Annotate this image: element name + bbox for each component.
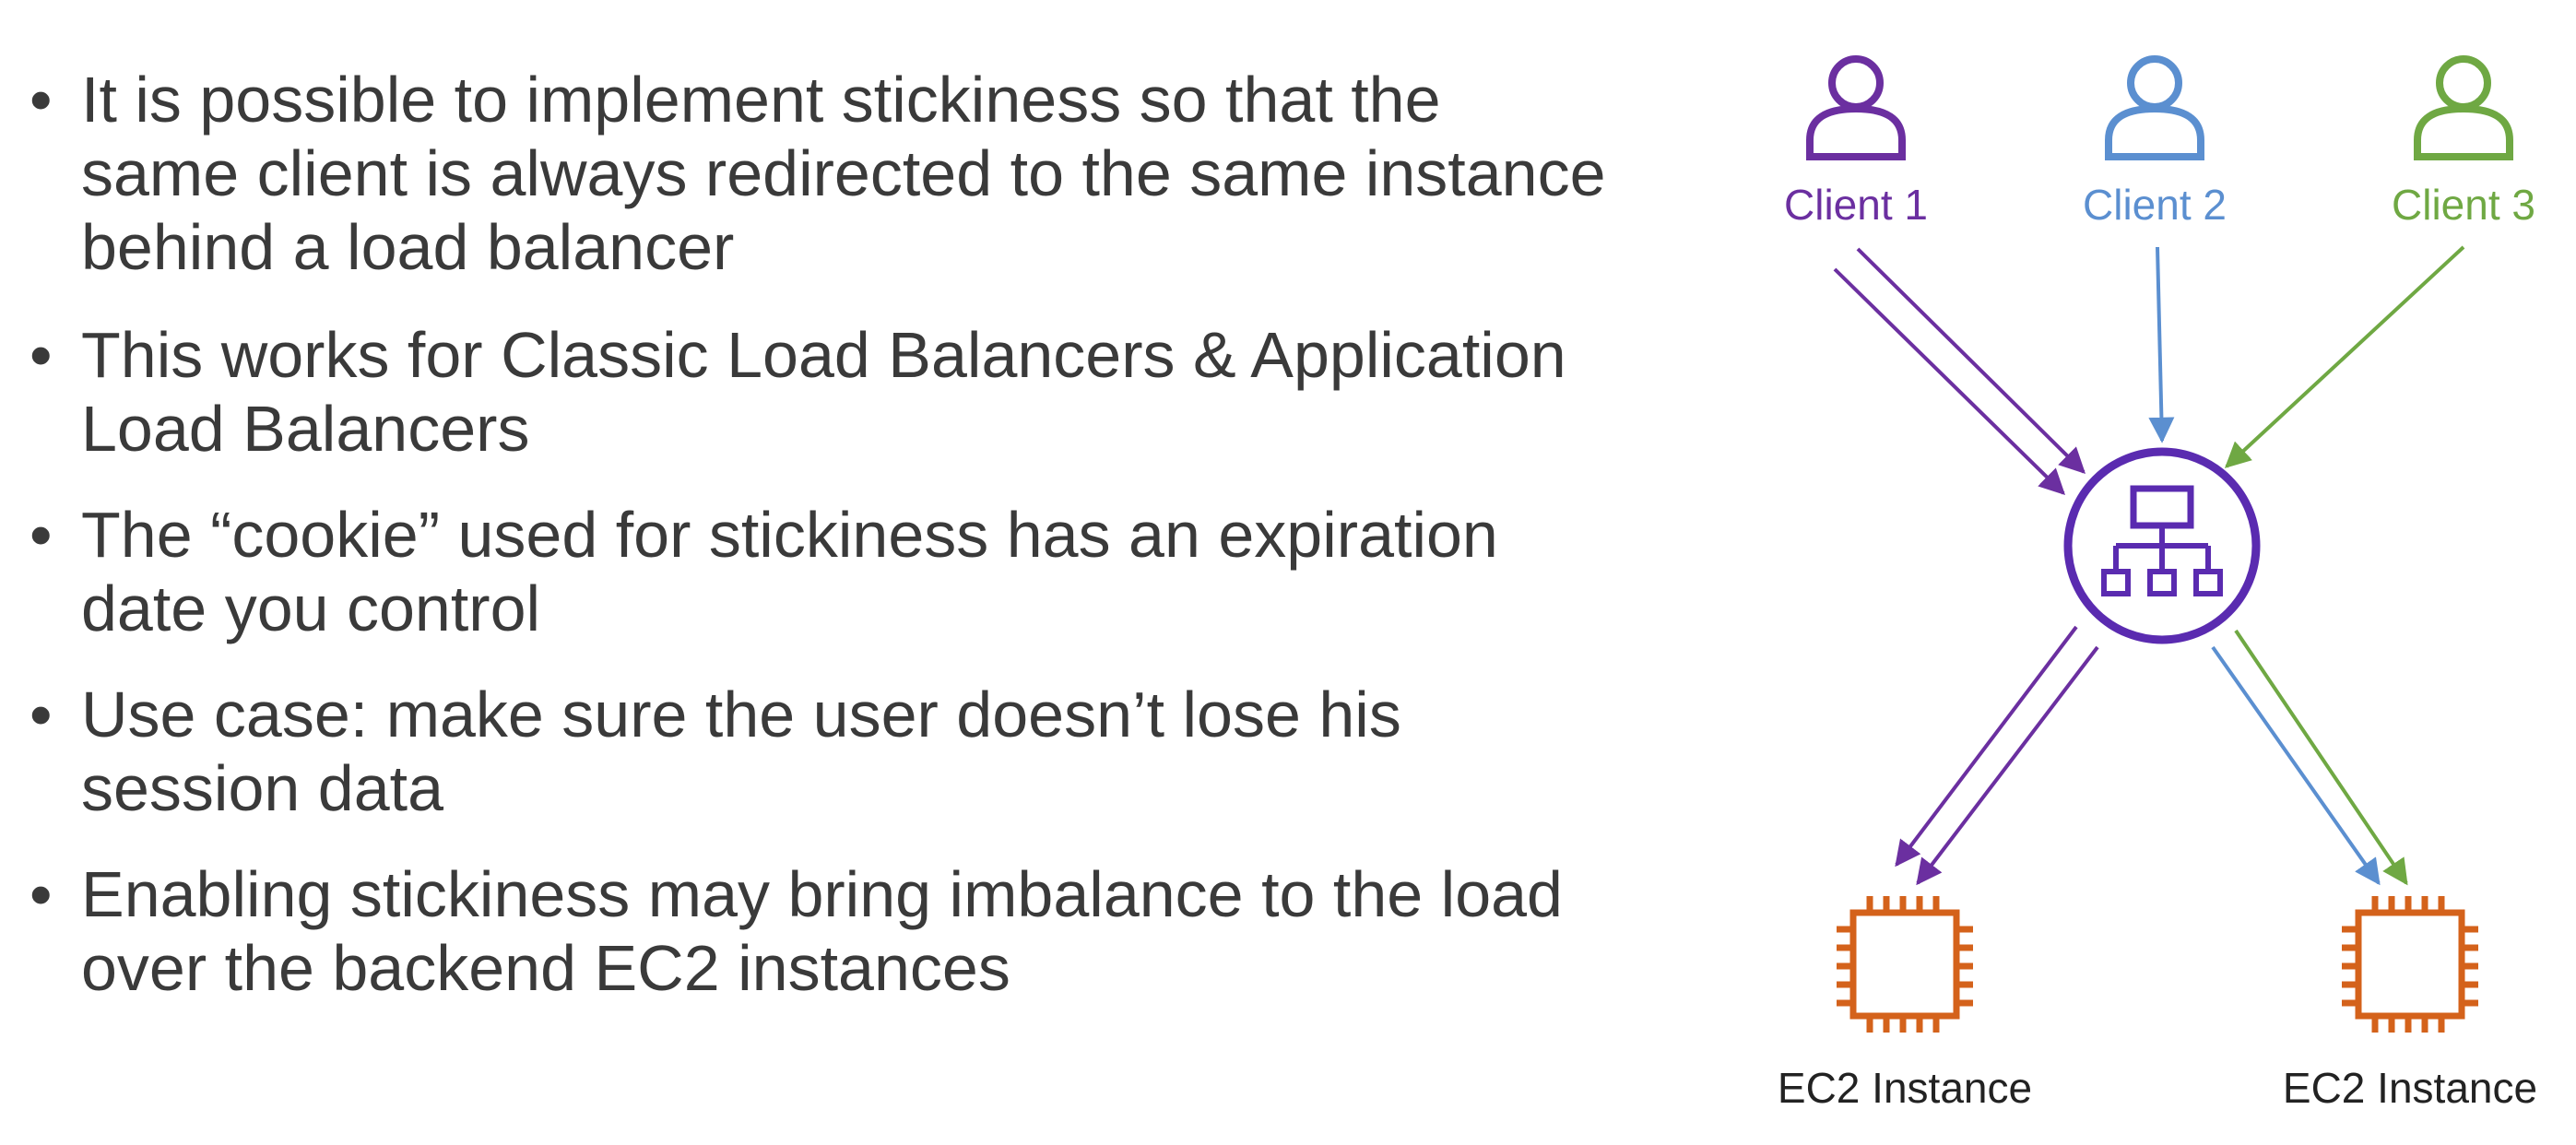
ec2-chip-icon	[2342, 896, 2478, 1033]
arrow-client1-to-lb-b	[1856, 247, 2086, 474]
bullet-dot: •	[30, 858, 53, 930]
client-1: Client 1	[1784, 55, 1928, 229]
stickiness-diagram: Client 1 Client 2 Client 3	[1706, 0, 2576, 1145]
bullet-text: Use case: make sure the user doesn’t los…	[81, 679, 1401, 824]
arrow-lb-to-ec2-left-b	[1916, 645, 2099, 886]
ec2-chip-icon	[1837, 896, 1973, 1033]
arrow-lb-to-ec2-right-blue	[2211, 645, 2381, 886]
client-1-label: Client 1	[1784, 181, 1928, 229]
bullet-text: Enabling stickiness may bring imbalance …	[81, 858, 1563, 1004]
client-2-label: Client 2	[2083, 181, 2227, 229]
user-icon	[2414, 55, 2513, 160]
bullet-item: • It is possible to implement stickiness…	[30, 63, 1615, 284]
arrow-client2-to-lb	[2148, 246, 2175, 443]
ec2-instance-right-label: EC2 Instance	[2283, 1064, 2537, 1112]
bullet-item: • This works for Classic Load Balancers …	[30, 318, 1615, 466]
arrow-client3-to-lb	[2224, 245, 2465, 468]
bullet-list: • It is possible to implement stickiness…	[30, 63, 1615, 1005]
user-icon	[2105, 55, 2204, 160]
bullet-text: This works for Classic Load Balancers & …	[81, 319, 1566, 465]
diagram-canvas: Client 1 Client 2 Client 3	[1778, 55, 2537, 1112]
bullet-item: • Enabling stickiness may bring imbalanc…	[30, 857, 1615, 1005]
bullet-dot: •	[30, 679, 53, 750]
client-3: Client 3	[2392, 55, 2535, 229]
bullet-text: It is possible to implement stickiness s…	[81, 64, 1606, 283]
bullet-item: • The “cookie” used for stickiness has a…	[30, 498, 1615, 645]
client-3-label: Client 3	[2392, 181, 2535, 229]
bullet-item: • Use case: make sure the user doesn’t l…	[30, 678, 1615, 825]
bullet-dot: •	[30, 499, 53, 571]
bullet-dot: •	[30, 319, 53, 391]
arrow-lb-to-ec2-left-a	[1895, 625, 2078, 868]
client-2: Client 2	[2083, 55, 2227, 229]
arrow-client1-to-lb-a	[1833, 267, 2065, 495]
bullet-dot: •	[30, 64, 53, 136]
load-balancer-icon	[2063, 447, 2261, 644]
arrow-lb-to-ec2-right-green	[2234, 629, 2408, 886]
ec2-instance-left-label: EC2 Instance	[1778, 1064, 2032, 1112]
ec2-instance-left: EC2 Instance	[1778, 896, 2032, 1112]
load-balancer	[2063, 447, 2261, 644]
ec2-instance-right: EC2 Instance	[2283, 896, 2537, 1112]
bullet-text: The “cookie” used for stickiness has an …	[81, 499, 1498, 644]
instance-arrows	[1895, 625, 2408, 886]
client-arrows	[1833, 245, 2465, 495]
user-icon	[1806, 55, 1906, 160]
